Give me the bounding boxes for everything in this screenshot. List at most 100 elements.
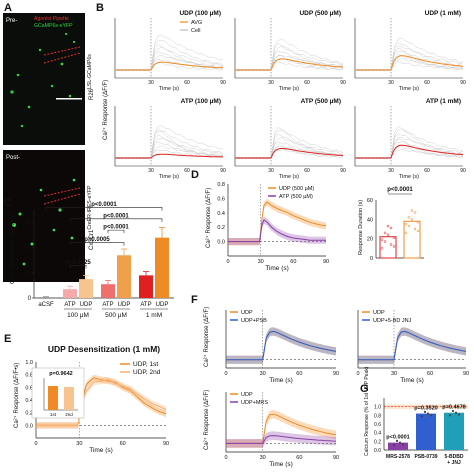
data-point <box>380 238 384 241</box>
bar <box>388 442 408 450</box>
data-point <box>392 444 396 447</box>
y-tick-label: 0.2 <box>217 225 225 231</box>
x-tick-label: 30 <box>260 371 266 377</box>
x-tick-label: aCSF <box>38 302 54 308</box>
x-tick-label: 90 <box>460 168 466 174</box>
y-tick-label: 0.4 <box>217 211 225 217</box>
significance-bracket <box>69 242 125 246</box>
bar <box>139 275 153 298</box>
panel-b-subplot: UDP (1 mM) 30 60 90 Time (s) <box>354 10 466 92</box>
avg-trace <box>235 58 344 71</box>
cell-trace <box>234 46 344 71</box>
x-tick-label: 90 <box>333 371 339 377</box>
data-point <box>413 227 417 231</box>
panel-c-bar-chart: 0 10 20 30 Ca²⁺ Response (ΔF/F•s) aCSF ATP UDP A… <box>9 202 174 319</box>
x-axis-label: Time (s) <box>269 377 293 384</box>
p-value-label: p<0.0001 <box>103 225 129 231</box>
y-tick-label: 1.0 <box>25 360 33 366</box>
data-point <box>407 216 411 219</box>
x-tick-label: 0 <box>224 455 227 461</box>
x-axis-label: Time (s) <box>265 265 289 272</box>
post-image <box>3 150 85 282</box>
significance-bracket <box>107 229 125 234</box>
x-tick-label: 30 <box>76 441 82 447</box>
microglia-cells-post <box>12 178 76 266</box>
panel-g-bar-chart: 0.0 0.2 0.4 0.6 0.8 1.0 Calcium Response (% of… <box>364 366 468 466</box>
legend-label: ATP (500 µM) <box>279 194 313 200</box>
panel-b-subplot: ATP (500 µM) 30 60 90 Time (s) <box>234 98 346 180</box>
avg-trace <box>355 144 464 159</box>
significance-bracket <box>45 207 163 211</box>
cell-trace <box>234 55 344 72</box>
x-tick-label: 30 <box>148 168 154 174</box>
cell-trace <box>234 145 344 160</box>
y-tick-label: 20 <box>24 246 31 252</box>
p-value-label: p=0.0005 <box>84 237 110 243</box>
x-axis-label: Time (s) <box>399 174 419 180</box>
x-tick-label: 5-BDBD <box>445 454 464 460</box>
error-band <box>358 327 466 364</box>
bar <box>444 412 464 450</box>
x-tick-label: 60 <box>120 441 126 447</box>
p-value-label: p<0.0001 <box>103 213 129 219</box>
data-point <box>386 233 390 237</box>
cell-trace <box>354 137 464 160</box>
genotype-top: R26LSL-GCaMP6s <box>87 54 95 100</box>
x-tick-label: 30 <box>268 168 274 174</box>
inset-bar <box>64 387 74 410</box>
cell-trace <box>354 125 464 160</box>
panel-b-subplot: ATP (100 µM) 30 60 90 Time (s) <box>114 98 226 180</box>
pipette-outline-post <box>43 187 81 197</box>
panel-letter-a: A <box>4 2 12 14</box>
bar <box>101 284 115 298</box>
significance-bracket <box>69 218 163 222</box>
pipette-outline-pre-2 <box>43 52 81 64</box>
data-point <box>451 409 455 413</box>
y-tick-label: 10 <box>24 271 31 277</box>
x-tick-label: 60 <box>424 168 430 174</box>
p-value-label: p=0.1425 <box>65 260 91 266</box>
data-point <box>395 439 399 442</box>
data-point <box>389 226 393 230</box>
panel-b-legend: AVG Cell <box>180 20 202 34</box>
y-tick-label: 0.6 <box>374 422 381 428</box>
chart-title: UDP Desensitization (1 mM) <box>48 344 160 354</box>
data-point <box>380 247 384 250</box>
panel-letter-g: G <box>360 383 369 395</box>
x-tick-label: 60 <box>304 168 310 174</box>
x-tick-label: 30 <box>260 455 266 461</box>
x-tick-label: 30 <box>388 80 394 86</box>
y-axis-label: Response Duration (s) <box>358 200 364 255</box>
subplot-title: UDP (100 µM) <box>179 10 221 17</box>
x-tick-label: 90 <box>460 80 466 86</box>
x-tick-label: 60 <box>184 80 190 86</box>
group-label: 500 µM <box>105 312 127 319</box>
data-point <box>404 222 408 226</box>
x-tick-label: 60 <box>304 80 310 86</box>
subplot-title: UDP (1 mM) <box>425 10 461 17</box>
x-tick-label: 90 <box>463 371 469 377</box>
panel-b-ylabel: Ca²⁺ Response (ΔF/F) <box>102 80 109 140</box>
panel-e-line-chart: UDP Desensitization (1 mM) 0.0 0.2 0.4 0.6 0.… <box>13 344 169 454</box>
x-tick-label: 90 <box>323 259 329 265</box>
cell-trace <box>234 54 344 72</box>
panel-b-subplots: UDP (100 µM) 30 60 90 Time (s) UDP (500 µM) 30… <box>114 10 466 180</box>
panel-b-subplot: UDP (500 µM) 30 60 90 Time (s) <box>234 10 346 92</box>
avg-trace <box>355 55 464 71</box>
post-label: Post- <box>6 155 20 161</box>
x-tick-label: 30 <box>148 80 154 86</box>
pipette-outline-pre <box>43 46 81 56</box>
scale-bar <box>56 98 82 100</box>
x-tick-label: 60 <box>184 168 190 174</box>
panel-letter-d: D <box>191 169 199 181</box>
panel-f-subplot: 0 30 60 90 Time (s) UDP UDP+5-BD JNJ <box>356 310 469 384</box>
significance-bracket <box>69 265 87 269</box>
subplot-title: ATP (500 µM) <box>301 98 341 105</box>
y-tick-label: 40 <box>367 217 373 223</box>
cell-trace <box>114 34 224 72</box>
x-tick-label: UDP <box>118 302 131 308</box>
y-tick-label: 0.0 <box>217 240 225 246</box>
bar <box>416 413 436 450</box>
data-point <box>429 414 433 417</box>
